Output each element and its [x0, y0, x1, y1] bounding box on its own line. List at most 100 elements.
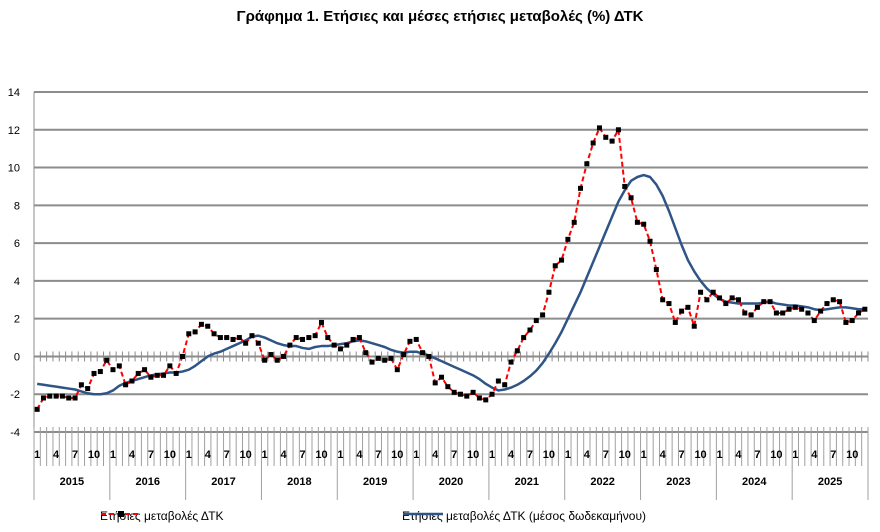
data-point-annual [230, 336, 236, 342]
data-point-annual [97, 369, 103, 375]
data-point-annual [824, 301, 830, 307]
data-point-annual [325, 335, 331, 341]
data-point-annual [401, 352, 407, 358]
month-tick-label: 4 [811, 449, 818, 461]
data-point-annual [205, 323, 211, 329]
data-point-annual [318, 319, 324, 325]
data-point-annual [521, 335, 527, 341]
month-tick-label: 7 [72, 449, 78, 461]
month-tick-label: 10 [240, 449, 252, 461]
data-point-annual [135, 370, 141, 376]
year-label: 2015 [60, 476, 84, 488]
month-tick-label: 4 [281, 449, 288, 461]
month-tick-label: 7 [527, 449, 533, 461]
data-point-annual [742, 310, 748, 316]
data-point-annual [249, 333, 255, 339]
data-point-annual [350, 336, 356, 342]
data-point-annual [274, 357, 280, 363]
legend-swatch-annual [101, 511, 141, 517]
data-point-annual [262, 357, 268, 363]
month-tick-label: 4 [129, 449, 136, 461]
data-point-annual [666, 301, 672, 307]
data-point-annual [236, 335, 242, 341]
data-point-annual [818, 308, 824, 314]
data-point-annual [672, 319, 678, 325]
data-point-annual [110, 367, 116, 373]
data-point-annual [426, 353, 432, 359]
data-point-annual [514, 348, 520, 354]
data-point-annual [780, 310, 786, 316]
data-point-annual [192, 329, 198, 335]
data-point-annual [470, 389, 476, 395]
data-point-annual [754, 304, 760, 310]
data-point-annual [198, 321, 204, 327]
data-point-annual [47, 393, 53, 399]
data-point-annual [123, 382, 129, 388]
month-tick-label: 4 [584, 449, 591, 461]
month-tick-label: 1 [337, 449, 343, 461]
data-point-annual [609, 138, 615, 144]
data-point-annual [792, 304, 798, 310]
month-tick-label: 7 [754, 449, 760, 461]
data-point-annual [464, 393, 470, 399]
legend-label-annual: Ετήσιες μεταβολές ΔΤΚ [100, 509, 224, 523]
year-label: 2024 [742, 476, 767, 488]
data-point-annual [91, 370, 97, 376]
data-point-annual [85, 386, 91, 392]
data-point-annual [691, 323, 697, 329]
data-point-annual [704, 297, 710, 303]
year-label: 2021 [515, 476, 539, 488]
legend-item-annual: Ετήσιες μεταβολές ΔΤΚ [100, 509, 224, 523]
data-point-annual [116, 363, 122, 369]
data-point-annual [596, 125, 602, 131]
y-tick-label: -4 [10, 427, 20, 439]
data-point-annual [388, 355, 394, 361]
year-label: 2023 [666, 476, 690, 488]
y-tick-label: 12 [8, 125, 20, 137]
month-tick-label: 1 [792, 449, 798, 461]
data-point-annual [508, 359, 514, 365]
data-point-annual [224, 335, 230, 341]
data-point-annual [211, 331, 217, 337]
month-tick-label: 1 [262, 449, 268, 461]
data-point-annual [641, 221, 647, 227]
data-point-annual [173, 370, 179, 376]
data-point-annual [167, 363, 173, 369]
month-tick-label: 10 [770, 449, 782, 461]
month-tick-label: 7 [451, 449, 457, 461]
data-point-annual [546, 289, 552, 295]
data-point-annual [843, 319, 849, 325]
data-point-annual [729, 295, 735, 301]
data-point-annual [420, 350, 426, 356]
data-point-annual [312, 333, 318, 339]
y-tick-label: 2 [14, 314, 20, 326]
y-tick-label: 10 [8, 163, 20, 175]
y-tick-label: 6 [14, 238, 20, 250]
month-tick-label: 4 [53, 449, 60, 461]
month-tick-label: 7 [679, 449, 685, 461]
data-point-annual [811, 318, 817, 324]
data-point-annual [685, 304, 691, 310]
data-point-annual [363, 350, 369, 356]
data-point-annual [647, 238, 653, 244]
month-tick-label: 7 [375, 449, 381, 461]
month-tick-label: 10 [88, 449, 100, 461]
year-label: 2017 [211, 476, 235, 488]
data-point-annual [615, 127, 621, 133]
data-point-annual [129, 378, 135, 384]
data-point-annual [375, 355, 381, 361]
month-tick-label: 10 [846, 449, 858, 461]
data-point-annual [179, 353, 185, 359]
data-point-annual [306, 335, 312, 341]
month-tick-label: 1 [641, 449, 647, 461]
month-tick-label: 1 [34, 449, 40, 461]
month-tick-label: 7 [603, 449, 609, 461]
month-tick-label: 7 [299, 449, 305, 461]
data-point-annual [679, 308, 685, 314]
year-label: 2025 [818, 476, 842, 488]
month-tick-label: 4 [356, 449, 363, 461]
year-label: 2020 [439, 476, 463, 488]
data-point-annual [698, 289, 704, 295]
data-point-annual [748, 312, 754, 318]
data-point-annual [356, 335, 362, 341]
